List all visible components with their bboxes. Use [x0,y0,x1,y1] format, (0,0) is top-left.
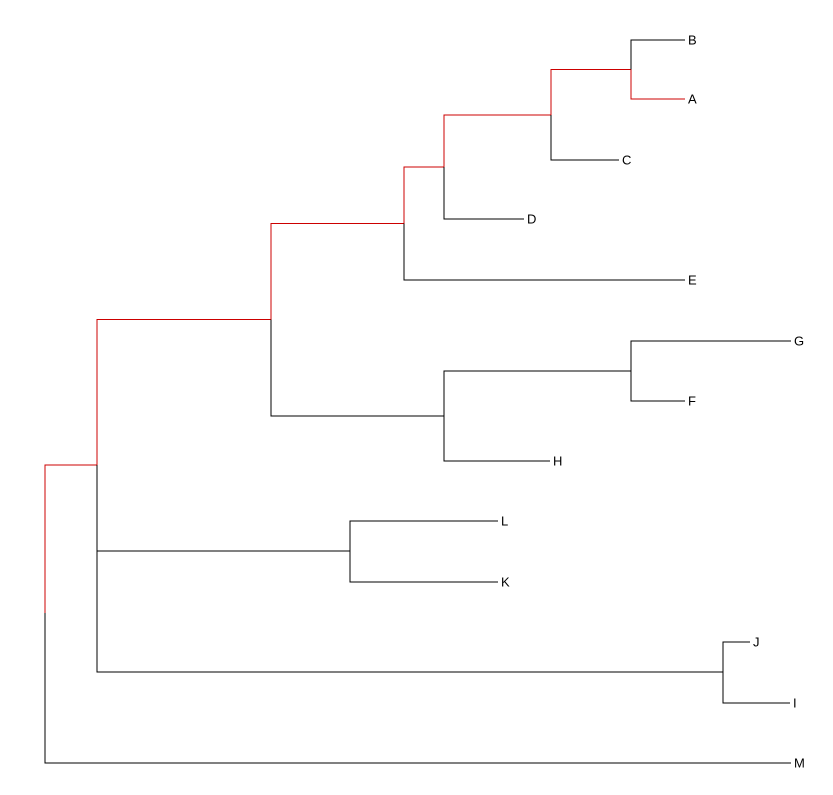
branch-n0-n1 [44,464,97,613]
tip-label-G: G [794,333,804,348]
branch-n4-D [443,166,524,220]
branch-n10-L [349,520,498,551]
branch-n10-K [349,551,498,583]
branch-n8-F [630,371,685,402]
branch-n3-E [403,223,685,281]
tip-label-B: B [688,32,697,47]
tree-branches [44,39,791,764]
branch-n11-I [722,672,790,704]
tip-label-J: J [753,634,760,649]
branch-n4-n5 [443,114,551,167]
branch-n6-B [630,39,685,70]
branch-n1-n2 [96,319,271,465]
tip-label-D: D [527,211,536,226]
tip-label-E: E [688,272,697,287]
branch-n8-G [630,340,791,371]
branch-n5-n6 [550,69,631,115]
branch-n2-n7 [270,319,444,417]
branch-n5-C [550,114,619,161]
tip-label-H: H [553,453,562,468]
tip-label-F: F [688,393,696,408]
branch-n9-n11 [96,610,723,673]
branch-n6-A [630,69,685,100]
branch-n2-n3 [270,222,404,320]
branch-n11-J [722,641,750,672]
tip-label-L: L [501,513,508,528]
branch-n7-n8 [443,370,631,416]
tip-label-M: M [794,755,805,770]
branch-n0-M [44,613,791,764]
tip-label-K: K [501,574,510,589]
branch-n9-n10 [96,550,350,610]
tip-label-C: C [622,152,631,167]
tip-labels: B A C D E G F H L K J I M [501,32,805,770]
branch-n3-n4 [403,166,444,224]
tip-label-A: A [688,91,697,106]
tip-label-I: I [793,695,797,710]
branch-n7-H [443,416,550,462]
